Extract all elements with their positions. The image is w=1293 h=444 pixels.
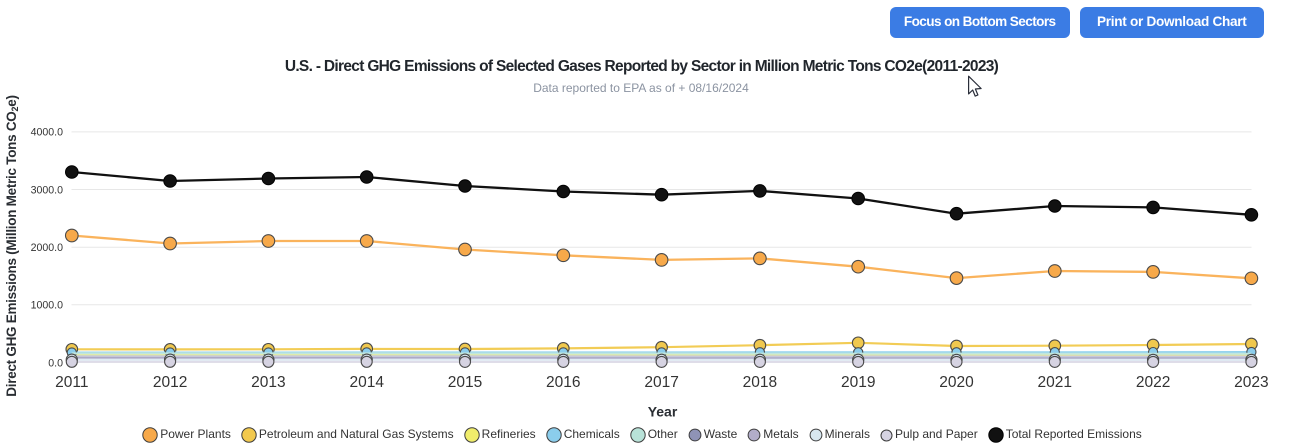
svg-text:4000.0: 4000.0: [31, 127, 64, 139]
svg-text:2019: 2019: [841, 374, 875, 391]
svg-text:2021: 2021: [1038, 374, 1072, 391]
svg-text:2015: 2015: [448, 374, 482, 391]
svg-text:2020: 2020: [939, 374, 974, 391]
svg-text:2011: 2011: [55, 374, 88, 391]
svg-text:2018: 2018: [743, 374, 777, 391]
svg-text:2016: 2016: [546, 374, 580, 391]
svg-text:2012: 2012: [153, 374, 187, 391]
svg-text:0.0: 0.0: [48, 357, 63, 369]
svg-text:2000.0: 2000.0: [31, 242, 64, 254]
svg-text:2017: 2017: [644, 374, 678, 391]
svg-text:Direct GHG Emissions (Million: Direct GHG Emissions (Million Metric Ton…: [4, 95, 20, 396]
svg-text:1000.0: 1000.0: [31, 300, 64, 312]
svg-text:2022: 2022: [1136, 374, 1170, 391]
svg-text:2023: 2023: [1234, 374, 1268, 391]
svg-text:2014: 2014: [349, 374, 384, 391]
svg-text:2013: 2013: [251, 374, 285, 391]
svg-text:3000.0: 3000.0: [31, 184, 64, 196]
svg-text:Year: Year: [648, 404, 678, 420]
